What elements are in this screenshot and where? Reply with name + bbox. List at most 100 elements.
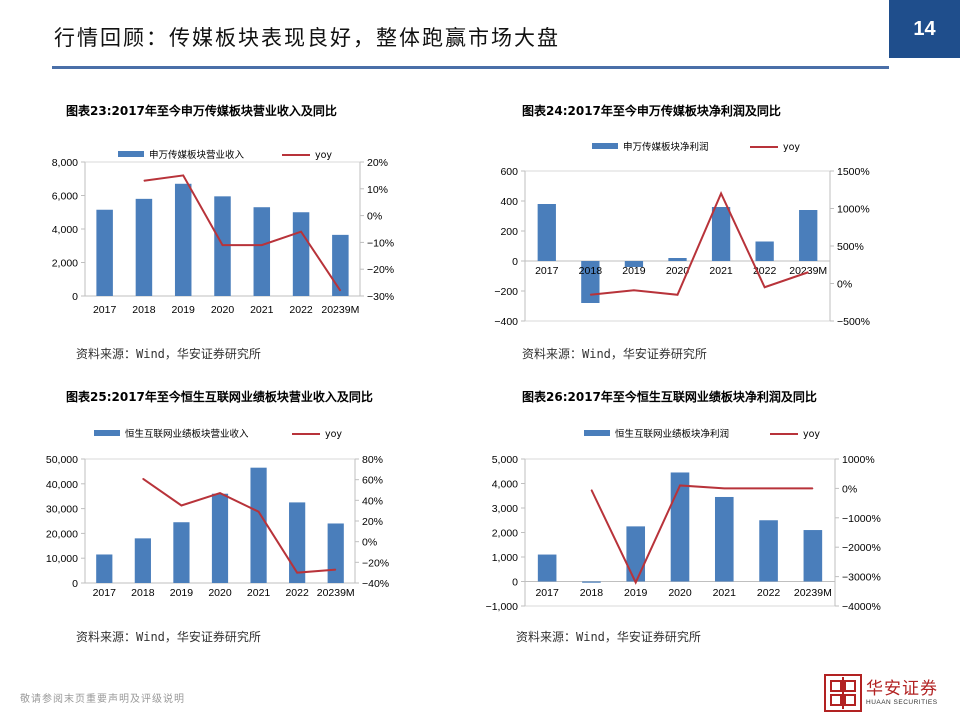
chart-source-2: 资料来源：Wind，华安证券研究所	[522, 347, 707, 361]
category-label: 2017	[93, 304, 117, 316]
left-tick-label: 8,000	[52, 157, 78, 169]
category-label: 2019	[624, 587, 648, 599]
yoy-point	[590, 489, 592, 491]
legend-bar-swatch	[118, 151, 144, 157]
bar	[803, 530, 823, 582]
legend-line-label: yoy	[325, 429, 342, 440]
left-tick-label: 0	[72, 578, 78, 590]
yoy-point	[335, 569, 337, 571]
chart-revenue-sw: 0 2,000 4,000 6,000 8,000 −30% −20% −10% 0% 10% 20…	[52, 149, 394, 316]
bar	[799, 210, 818, 261]
bar	[626, 526, 646, 582]
category-label: 2020	[666, 265, 690, 277]
right-tick-label: −20%	[362, 557, 389, 569]
page-number: 14	[889, 0, 960, 58]
category-label: 2022	[757, 587, 781, 599]
bar	[173, 522, 190, 583]
right-tick-label: 1000%	[837, 204, 870, 216]
yoy-point	[679, 484, 681, 486]
right-tick-label: −3000%	[842, 572, 881, 584]
category-label: 2022	[285, 587, 309, 599]
bar	[582, 581, 601, 583]
category-label: 20239M	[317, 587, 355, 599]
chart-source-4: 资料来源：Wind，华安证券研究所	[516, 630, 701, 644]
right-tick-label: −2000%	[842, 542, 881, 554]
plot-frame	[524, 170, 831, 322]
right-tick-label: 0%	[842, 483, 857, 495]
category-label: 20239M	[321, 304, 359, 316]
bar	[253, 207, 271, 296]
yoy-line	[590, 484, 813, 585]
left-tick-label: 4,000	[52, 224, 78, 236]
bar	[624, 261, 644, 267]
logo-subtext: HUAAN SECURITIES	[866, 699, 938, 706]
category-label: 2018	[580, 587, 604, 599]
category-label: 2018	[131, 587, 155, 599]
page-title: 行情回顾：传媒板块表现良好，整体跑赢市场大盘	[54, 26, 560, 50]
yoy-point	[589, 294, 591, 296]
category-label: 20239M	[789, 265, 827, 277]
left-tick-label: 10,000	[46, 553, 78, 565]
left-tick-label: −400	[494, 316, 518, 328]
company-logo: 华安证券 HUAAN SECURITIES	[822, 672, 952, 714]
category-label: 2017	[535, 265, 559, 277]
category-label: 20239M	[794, 587, 832, 599]
left-tick-label: 6,000	[52, 191, 78, 203]
legend-line-label: yoy	[803, 429, 820, 440]
category-label: 2020	[208, 587, 232, 599]
chart-source-3: 资料来源：Wind，华安证券研究所	[76, 630, 261, 644]
yoy-point	[723, 487, 725, 489]
category-label: 2021	[247, 587, 271, 599]
yoy-line	[142, 477, 336, 574]
left-tick-label: 0	[512, 577, 518, 589]
right-tick-label: 80%	[362, 454, 383, 466]
bar	[711, 207, 731, 261]
bar	[670, 472, 690, 582]
left-tick-label: 40,000	[46, 479, 78, 491]
right-tick-label: 60%	[362, 475, 383, 487]
yoy-point	[633, 289, 635, 291]
bar	[327, 523, 344, 583]
left-tick-label: 0	[72, 291, 78, 303]
chart-title-1: 图表23:2017年至今申万传媒板块营业收入及同比	[66, 104, 337, 118]
legend-line-label: yoy	[783, 142, 800, 153]
yoy-point	[296, 572, 298, 574]
chart-title-2: 图表24:2017年至今申万传媒板块净利润及同比	[522, 104, 781, 118]
yoy-point	[300, 231, 302, 233]
yoy-point	[764, 286, 766, 288]
bar	[292, 212, 310, 296]
category-label: 2019	[172, 304, 196, 316]
legend-bar-swatch	[584, 430, 610, 436]
title-rule	[52, 66, 889, 69]
yoy-point	[635, 581, 637, 583]
yoy-point	[142, 478, 144, 480]
left-tick-label: 4,000	[492, 479, 518, 491]
legend-line-label: yoy	[315, 150, 332, 161]
category-label: 2017	[93, 587, 117, 599]
category-label: 2019	[622, 265, 646, 277]
bar	[134, 538, 151, 583]
yoy-point	[339, 290, 341, 292]
category-label: 2022	[289, 304, 313, 316]
legend-bar-label: 恒生互联网业绩板块净利润	[615, 428, 729, 440]
bar	[537, 554, 557, 582]
yoy-point	[180, 505, 182, 506]
left-tick-label: 1,000	[492, 552, 518, 564]
bar	[96, 209, 113, 296]
yoy-point	[258, 511, 260, 513]
category-label: 2017	[535, 587, 559, 599]
yoy-point	[182, 174, 184, 176]
right-tick-label: 20%	[362, 516, 383, 528]
legend-bar-label: 申万传媒板块营业收入	[149, 149, 245, 161]
left-tick-label: −1,000	[486, 601, 519, 613]
right-tick-label: 1000%	[842, 454, 875, 466]
left-tick-label: 400	[500, 196, 518, 208]
right-tick-label: −20%	[367, 264, 394, 276]
logo-seal-icon	[824, 674, 862, 712]
right-tick-label: −10%	[367, 237, 394, 249]
right-tick-label: −500%	[837, 316, 870, 328]
yoy-line	[590, 191, 809, 296]
right-tick-label: −4000%	[842, 601, 881, 613]
bar	[668, 258, 687, 261]
left-tick-label: 5,000	[492, 454, 518, 466]
